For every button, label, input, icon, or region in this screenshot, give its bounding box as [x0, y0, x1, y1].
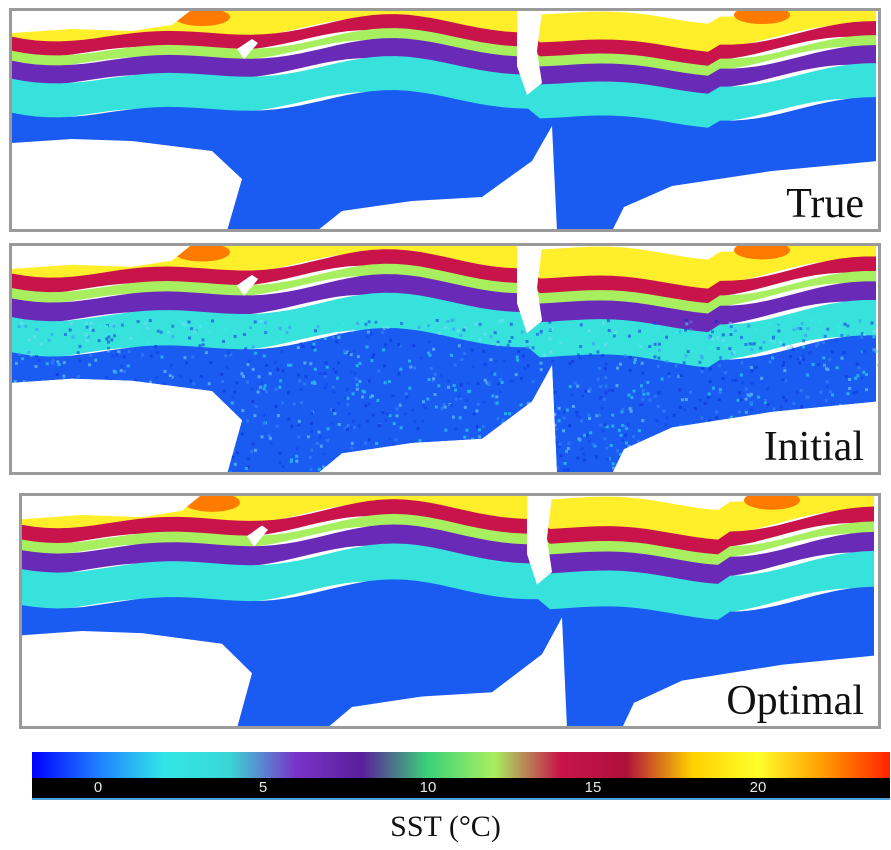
land-mask [329, 617, 567, 726]
sst-colorbar: 0 5 10 15 20 [32, 752, 890, 800]
band-green [12, 28, 876, 79]
warm-patch [744, 496, 800, 510]
warm-patch [174, 246, 230, 262]
colorbar-gradient [32, 752, 890, 778]
colorbar-tick: 0 [93, 779, 103, 796]
land-mask [237, 39, 258, 59]
land-mask [527, 496, 552, 585]
land-mask [319, 365, 557, 472]
colorbar-tick: 15 [584, 779, 602, 796]
land-mask [22, 631, 252, 726]
land-mask [12, 246, 190, 269]
sst-map-true-panel: True [9, 8, 881, 232]
land-mask [12, 139, 242, 229]
band-warm-yellow [12, 246, 876, 294]
colorbar-tick: 5 [258, 779, 268, 796]
panel-label-optimal: Optimal [726, 678, 864, 724]
land-mask [237, 275, 258, 296]
colorbar-tick-strip: 0 5 10 15 20 [32, 778, 890, 800]
land-mask [517, 246, 542, 334]
band-green [22, 513, 874, 568]
land-mask [613, 401, 878, 472]
sst-field-initial [12, 246, 878, 472]
land-mask [622, 655, 878, 726]
sst-field-true [12, 11, 878, 229]
land-mask [247, 525, 268, 547]
land-mask [22, 496, 200, 520]
warm-patch [734, 11, 790, 24]
sst-map-initial-panel: Initial [9, 243, 881, 475]
land-mask [517, 11, 542, 95]
land-mask [613, 161, 878, 229]
land-mask [319, 126, 557, 229]
colorbar-tick: 20 [749, 779, 767, 796]
colorbar-tick: 10 [419, 779, 437, 796]
sst-map-optimal-panel: Optimal [19, 493, 881, 729]
warm-patch [174, 11, 230, 26]
panel-label-true: True [786, 181, 864, 227]
band-green [12, 263, 876, 316]
panel-label-initial: Initial [763, 424, 864, 470]
land-mask [12, 378, 242, 472]
warm-patch [734, 246, 790, 260]
sst-field-optimal [22, 496, 878, 726]
colorbar-label: SST (°C) [390, 810, 501, 843]
warm-patch [184, 496, 240, 512]
land-mask [12, 11, 190, 33]
